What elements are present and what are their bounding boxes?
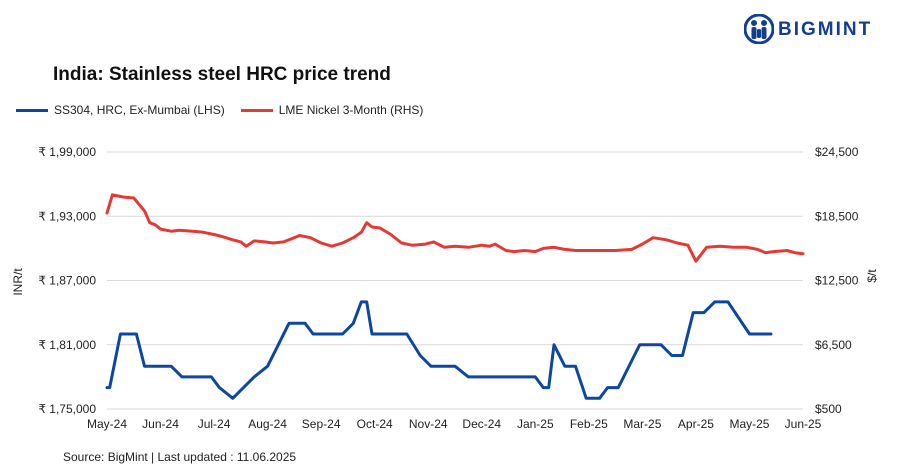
x-tick-label: Feb-25 [570,417,608,431]
x-tick-label: Mar-25 [623,417,661,431]
y-axis-left: ₹ 1,75,000 ₹ 1,81,000 ₹ 1,87,000 ₹ 1,93,000… [38,145,96,416]
series-lines [107,195,803,398]
series-line-ss304 [107,302,771,398]
y-tick-label: ₹ 1,87,000 [38,274,96,288]
y-axis-title-right: $/t [865,269,879,283]
y2-tick-label: $18,500 [815,209,859,223]
y2-tick-label: $6,500 [815,338,852,352]
x-tick-label: Jul-24 [198,417,231,431]
y2-tick-label: $500 [815,402,842,416]
y-tick-label: ₹ 1,81,000 [38,338,96,352]
y-tick-label: ₹ 1,93,000 [38,209,96,223]
y2-tick-label: $12,500 [815,274,859,288]
source-note: Source: BigMint | Last updated : 11.06.2… [63,450,296,464]
x-tick-label: Jun-24 [142,417,179,431]
x-tick-label: Apr-25 [678,417,714,431]
x-axis: May-24 Jun-24 Jul-24 Aug-24 Sep-24 Oct-24 Nov-… [87,417,822,431]
x-tick-label: Nov-24 [409,417,448,431]
y-tick-label: ₹ 1,75,000 [38,402,96,416]
y-axis-right: $500 $6,500 $12,500 $18,500 $24,500 [815,145,859,416]
y-tick-label: ₹ 1,99,000 [38,145,96,159]
x-tick-label: Sep-24 [302,417,341,431]
x-tick-label: May-24 [87,417,127,431]
grid-lines [107,152,803,409]
series-line-lme-nickel [107,195,803,261]
x-tick-label: Aug-24 [248,417,287,431]
x-tick-label: Jun-25 [785,417,822,431]
y2-tick-label: $24,500 [815,145,859,159]
x-tick-label: May-25 [729,417,769,431]
y-axis-title-left: INR/t [11,268,25,296]
x-tick-label: Jan-25 [517,417,554,431]
x-tick-label: Oct-24 [357,417,393,431]
x-tick-label: Dec-24 [462,417,501,431]
